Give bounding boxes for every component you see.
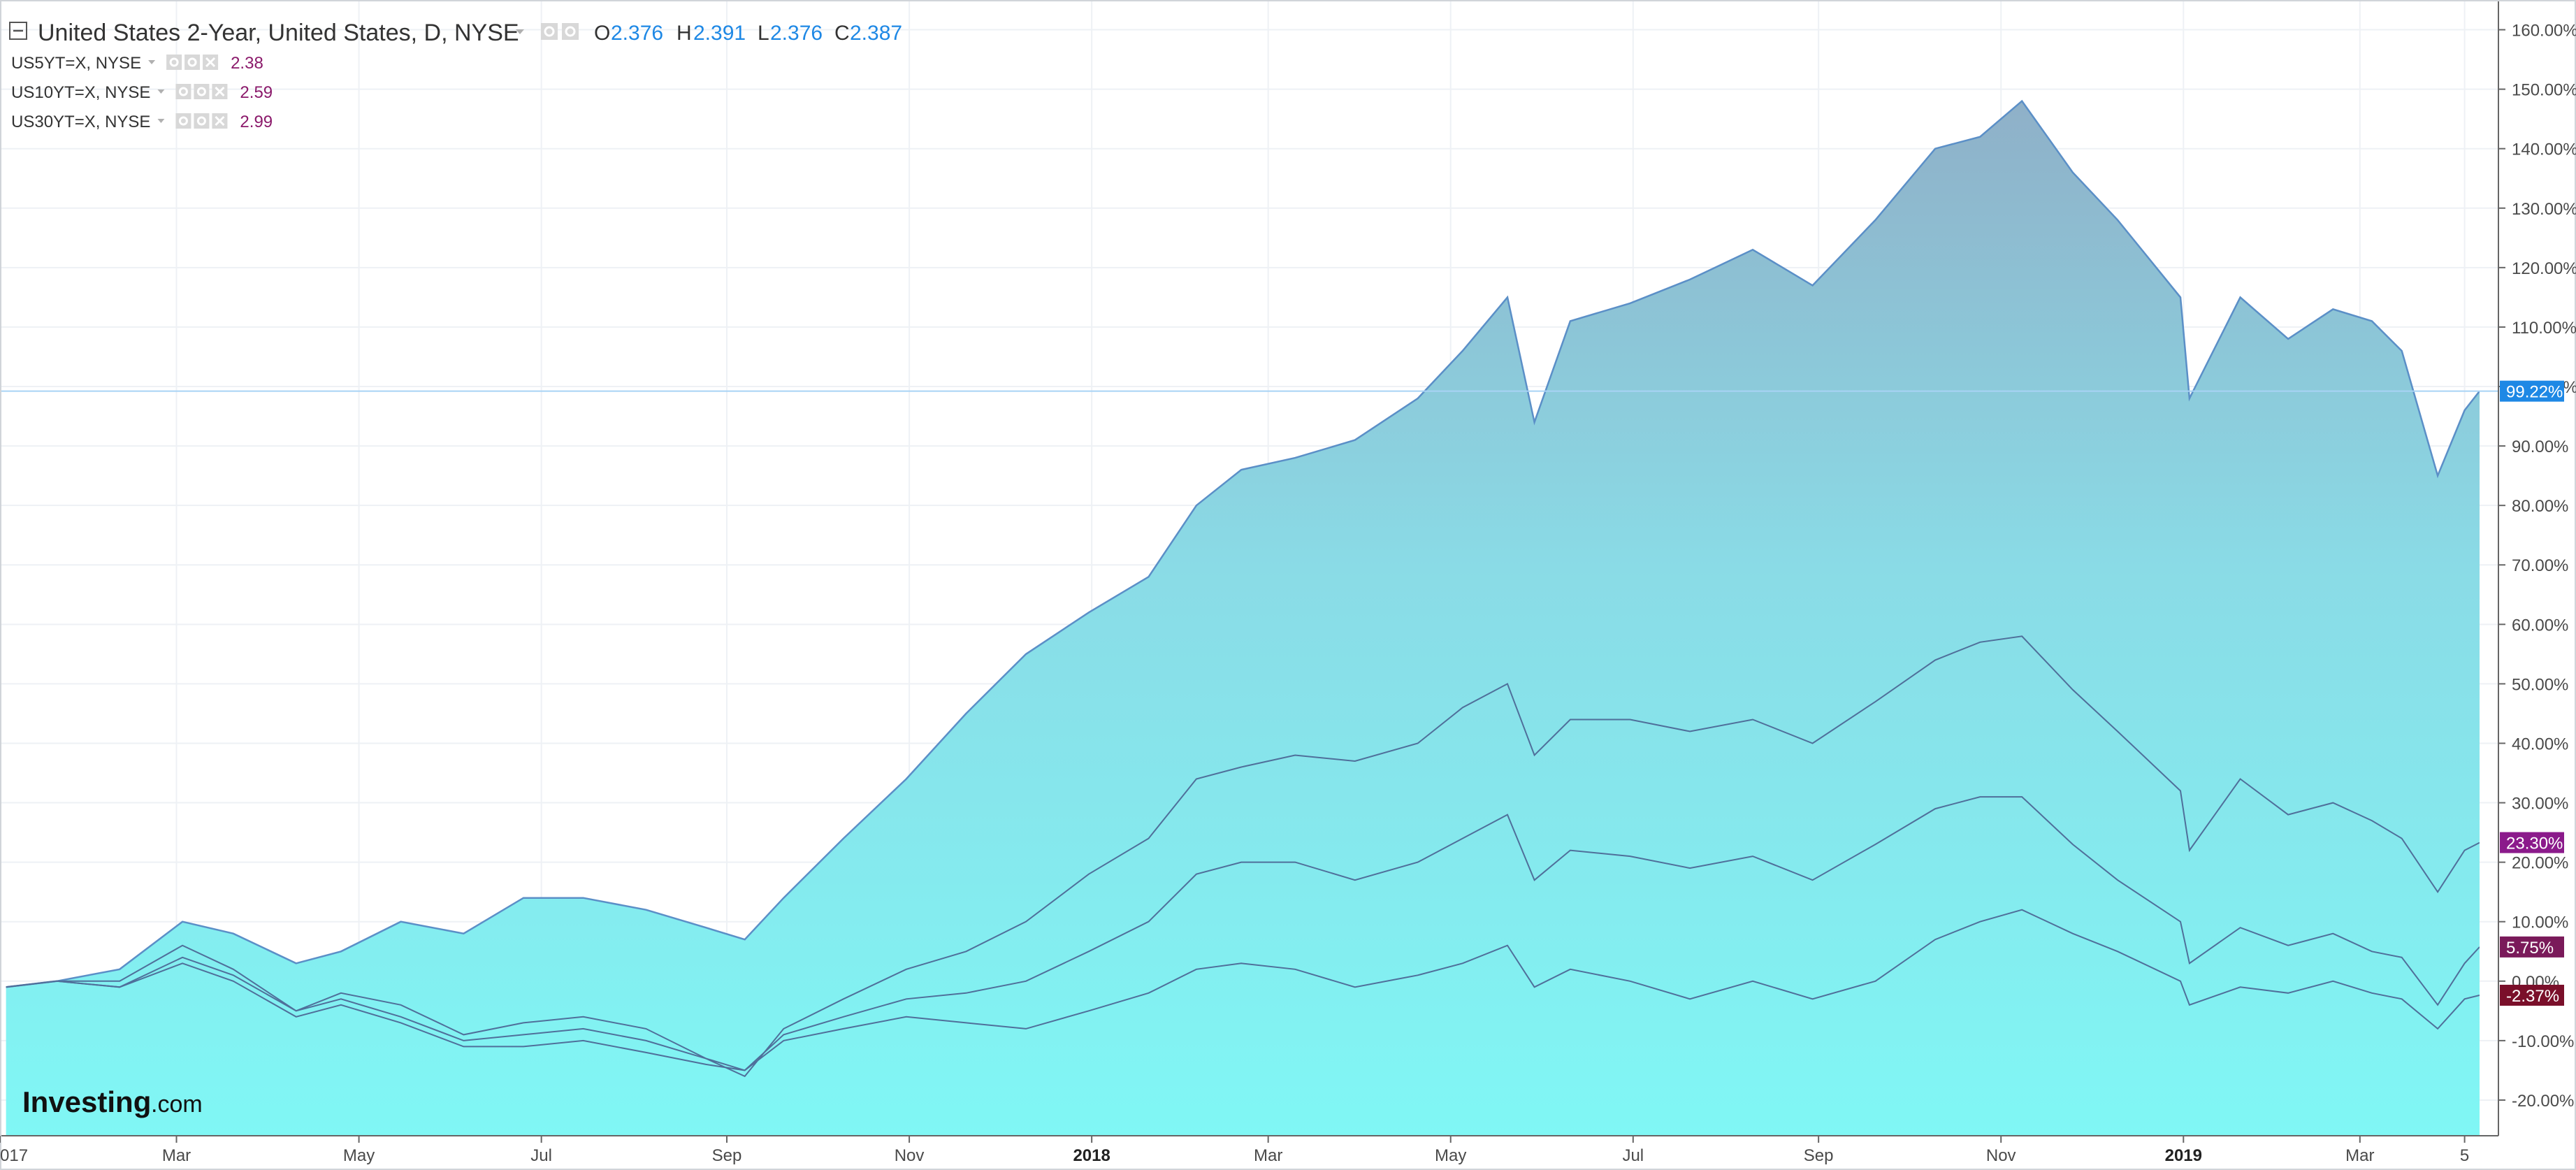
study-value: 2.59 — [240, 83, 273, 102]
main-series-title[interactable]: United States 2-Year, United States, D, … — [38, 20, 519, 46]
price-badge-bg — [2500, 380, 2564, 402]
close-value: 2.387 — [850, 22, 902, 45]
study-settings-icon[interactable] — [194, 113, 210, 129]
price-badge-label: 5.75% — [2506, 939, 2554, 958]
open-label: O — [594, 22, 610, 45]
close-label: C — [834, 22, 850, 45]
x-tick-label: 2018 — [1073, 1146, 1110, 1165]
x-tick-label: Mar — [1254, 1146, 1282, 1165]
price-badge-us10y: 5.75% — [2500, 936, 2564, 958]
x-tick-label: Mar — [2345, 1146, 2374, 1165]
price-badge-bg — [2500, 936, 2564, 958]
x-tick-label: May — [343, 1146, 375, 1165]
logo-brand: Investing — [22, 1085, 151, 1118]
study-dropdown-icon[interactable] — [157, 89, 165, 94]
price-badge-label: -2.37% — [2506, 987, 2559, 1006]
study-value: 2.38 — [231, 54, 263, 73]
study-legend[interactable]: US5YT=X, NYSE 2.38 US10YT=X, NYSE 2.59 US30Y… — [11, 54, 273, 131]
x-tick-label: 017 — [0, 1146, 28, 1165]
study-name[interactable]: US30YT=X, NYSE — [11, 113, 150, 131]
study-visibility-icon[interactable] — [166, 55, 182, 70]
main-series-visibility-icon[interactable] — [541, 23, 558, 40]
y-tick-label: 140.00% — [2512, 140, 2576, 159]
study-value: 2.99 — [240, 113, 273, 131]
y-tick-label: 70.00% — [2512, 556, 2568, 575]
study-remove-icon[interactable] — [212, 113, 228, 129]
logo-suffix: .com — [151, 1091, 203, 1118]
price-badges: 99.22% 23.30% 5.75% -2.37% — [2500, 380, 2564, 1006]
study-legend-row[interactable]: US5YT=X, NYSE 2.38 — [11, 54, 263, 73]
main-series-settings-icon[interactable] — [562, 23, 579, 40]
investing-logo: Investing .com — [22, 1085, 203, 1118]
x-axis[interactable]: 017 Mar May Jul Sep Nov 2018 Mar May Jul Sep Nov 201… — [0, 1136, 2469, 1165]
y-tick-label: 120.00% — [2512, 259, 2576, 278]
y-tick-label: 10.00% — [2512, 913, 2568, 932]
y-tick-label: 90.00% — [2512, 438, 2568, 456]
collapse-legend-button[interactable] — [9, 22, 27, 40]
y-tick-label: -20.00% — [2512, 1092, 2574, 1111]
y-tick-label: 50.00% — [2512, 675, 2568, 694]
y-tick-label: 30.00% — [2512, 795, 2568, 814]
low-label: L — [758, 22, 769, 45]
study-legend-row[interactable]: US30YT=X, NYSE 2.99 — [11, 113, 273, 131]
open-value: 2.376 — [611, 22, 663, 45]
low-value: 2.376 — [770, 22, 823, 45]
y-tick-label: 110.00% — [2512, 319, 2576, 338]
study-dropdown-icon[interactable] — [148, 60, 156, 64]
x-tick-label: 5 — [2460, 1146, 2469, 1165]
us30y-line[interactable] — [6, 909, 2480, 1071]
study-legend-row[interactable]: US10YT=X, NYSE 2.59 — [11, 83, 273, 102]
y-tick-label: 60.00% — [2512, 616, 2568, 635]
study-remove-icon[interactable] — [203, 55, 219, 70]
y-axis[interactable]: 160.00% 150.00% 140.00% 130.00% 120.00% 110.0… — [2498, 22, 2576, 1111]
legend[interactable]: United States 2-Year, United States, D, … — [9, 20, 902, 46]
high-value: 2.391 — [693, 22, 746, 45]
y-tick-label: 40.00% — [2512, 735, 2568, 753]
study-visibility-icon[interactable] — [175, 84, 191, 99]
x-tick-label: May — [1435, 1146, 1466, 1165]
price-badge-us5y: 23.30% — [2500, 832, 2564, 853]
x-tick-label: Nov — [1986, 1146, 2016, 1165]
study-dropdown-icon[interactable] — [157, 119, 165, 123]
x-tick-label: Mar — [162, 1146, 191, 1165]
x-tick-label: Jul — [1622, 1146, 1644, 1165]
price-badge-label: 23.30% — [2506, 835, 2563, 853]
series-layer — [6, 99, 2480, 1136]
x-tick-label: 2019 — [2165, 1146, 2202, 1165]
study-remove-icon[interactable] — [212, 84, 228, 99]
y-tick-label: 160.00% — [2512, 22, 2576, 41]
y-tick-label: 130.00% — [2512, 200, 2576, 219]
x-tick-label: Sep — [712, 1146, 742, 1165]
x-tick-label: Sep — [1804, 1146, 1834, 1165]
us2y-area-fill — [6, 101, 2480, 1136]
price-badge-bg — [2500, 984, 2564, 1006]
us5y-line[interactable] — [6, 635, 2480, 1078]
study-name[interactable]: US5YT=X, NYSE — [11, 54, 141, 73]
y-tick-label: -10.00% — [2512, 1032, 2574, 1051]
study-name[interactable]: US10YT=X, NYSE — [11, 83, 150, 102]
price-badge-bg — [2500, 832, 2564, 853]
y-tick-label: 20.00% — [2512, 854, 2568, 873]
study-settings-icon[interactable] — [194, 84, 210, 99]
study-settings-icon[interactable] — [184, 55, 201, 70]
x-tick-label: Jul — [530, 1146, 552, 1165]
us2y-line[interactable] — [6, 99, 2480, 988]
x-tick-label: Nov — [895, 1146, 925, 1165]
main-series-dropdown-icon[interactable] — [516, 29, 524, 34]
price-badge-us30y: -2.37% — [2500, 984, 2564, 1006]
price-badge-label: 99.22% — [2506, 383, 2563, 402]
price-badge-us2y: 99.22% — [2500, 380, 2564, 402]
y-tick-label: 80.00% — [2512, 497, 2568, 516]
high-label: H — [676, 22, 692, 45]
study-visibility-icon[interactable] — [175, 113, 191, 129]
y-tick-label: 150.00% — [2512, 81, 2576, 100]
us10y-line[interactable] — [6, 796, 2480, 1071]
